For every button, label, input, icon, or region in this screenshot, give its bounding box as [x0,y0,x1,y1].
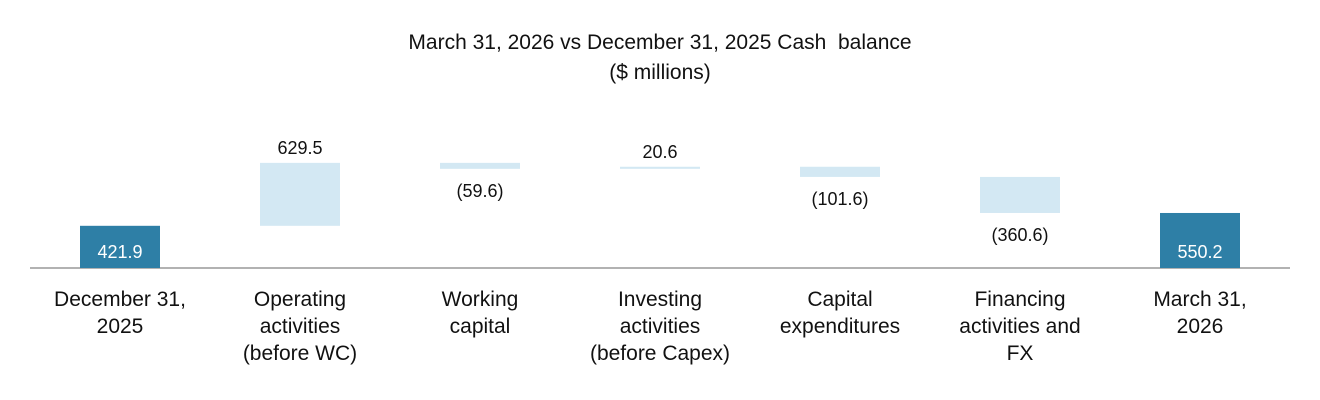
data-label: 550.2 [1177,242,1222,262]
waterfall-bar [800,166,880,177]
waterfall-bar [620,166,700,169]
chart-subtitle: ($ millions) [609,61,711,84]
category-label-line: March 31, [1153,288,1247,311]
category-label: December 31, 2025 [35,286,205,340]
category-label: Capital expenditures [755,286,925,340]
category-label-line: Operating [253,288,347,311]
category-label-line: FX [1006,342,1034,365]
chart-title-block: March 31, 2026 vs December 31, 2025 Cash… [0,28,1320,88]
category-label-line: 2025 [96,315,144,338]
waterfall-bar [980,176,1060,213]
category-label-line: activities and [959,315,1081,338]
data-label: 20.6 [642,142,677,162]
data-label: (59.6) [456,181,503,201]
category-label-line: Financing [974,288,1066,311]
category-label: Operating activities (before WC) [215,286,385,367]
chart-title: March 31, 2026 vs December 31, 2025 Cash… [408,31,912,54]
waterfall-bar [440,162,520,169]
category-label-line: Working [441,288,519,311]
category-label-line: expenditures [779,315,901,338]
data-label: (360.6) [991,225,1048,245]
category-label-line: (before WC) [242,342,358,365]
category-label: Working capital [395,286,565,340]
category-label-line: (before Capex) [589,342,731,365]
category-label-line: Capital [807,288,873,311]
waterfall-bar [260,162,340,226]
category-label-line: Investing [617,288,703,311]
data-label: 421.9 [97,242,142,262]
data-label: 629.5 [277,138,322,158]
category-label-line: 2026 [1176,315,1224,338]
category-label-line: activities [259,315,341,338]
category-label: Investing activities (before Capex) [575,286,745,367]
waterfall-bar [1160,212,1240,268]
category-label: March 31, 2026 [1115,286,1285,340]
category-label-line: activities [619,315,701,338]
waterfall-bar [80,225,160,268]
category-label-line: December 31, [54,288,186,311]
category-label-line: capital [449,315,511,338]
data-label: (101.6) [811,189,868,209]
category-label: Financing activities and FX [935,286,1105,367]
